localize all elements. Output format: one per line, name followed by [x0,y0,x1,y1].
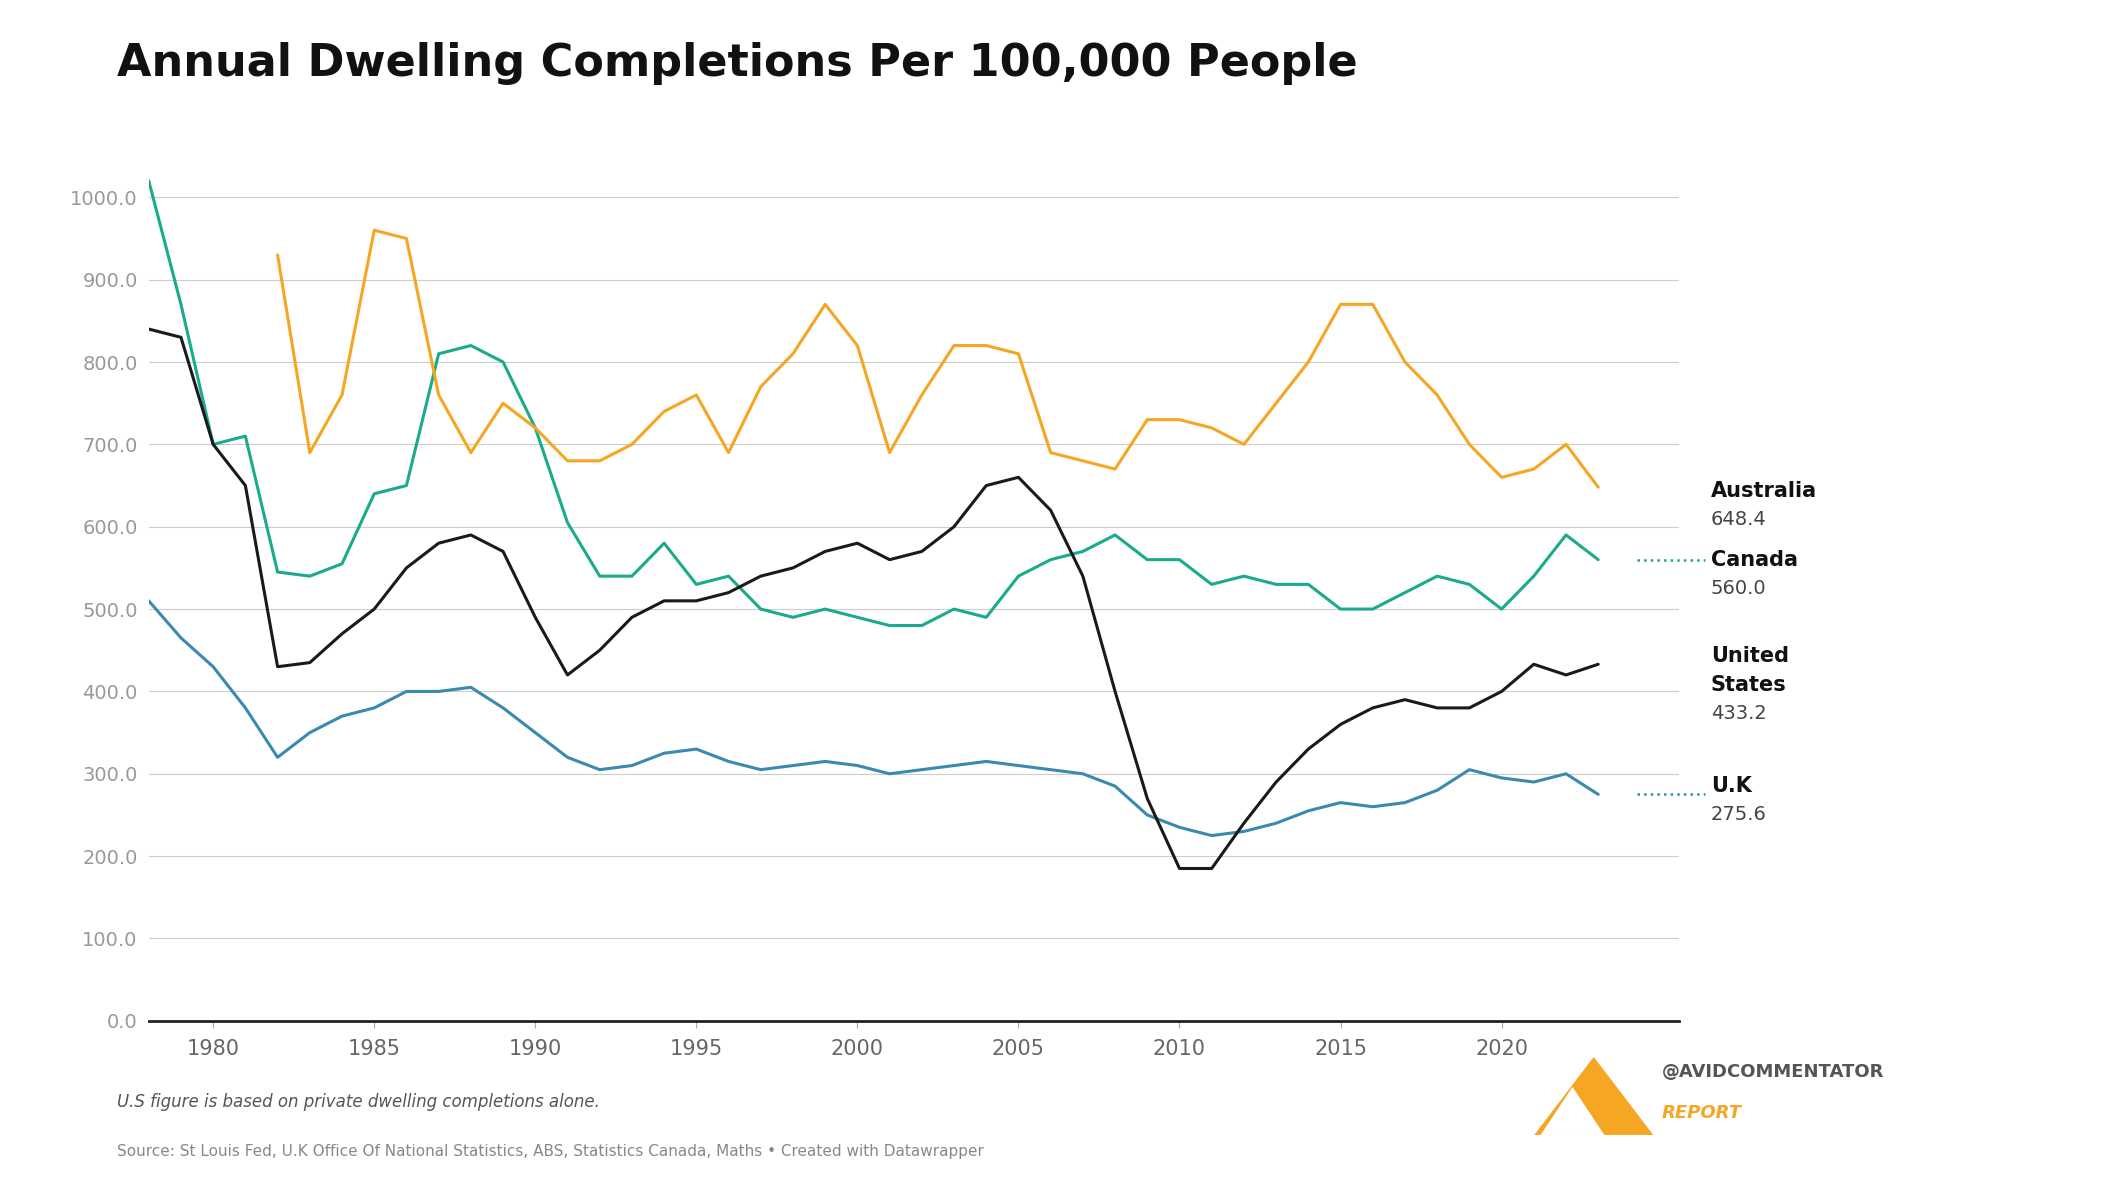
Text: U.S figure is based on private dwelling completions alone.: U.S figure is based on private dwelling … [117,1093,599,1111]
Text: Australia: Australia [1711,482,1817,502]
Text: Canada: Canada [1711,550,1798,569]
Text: United: United [1711,646,1789,667]
Text: @AVIDCOMMENTATOR: @AVIDCOMMENTATOR [1662,1064,1885,1081]
Text: Source: St Louis Fed, U.K Office Of National Statistics, ABS, Statistics Canada,: Source: St Louis Fed, U.K Office Of Nati… [117,1145,984,1159]
Text: REPORT: REPORT [1662,1105,1742,1122]
Text: 648.4: 648.4 [1711,510,1766,530]
Text: 560.0: 560.0 [1711,579,1766,598]
Text: U.K: U.K [1711,776,1751,796]
Text: Annual Dwelling Completions Per 100,000 People: Annual Dwelling Completions Per 100,000 … [117,42,1358,85]
Text: 275.6: 275.6 [1711,805,1766,824]
Text: 433.2: 433.2 [1711,704,1766,723]
Text: States: States [1711,675,1787,695]
